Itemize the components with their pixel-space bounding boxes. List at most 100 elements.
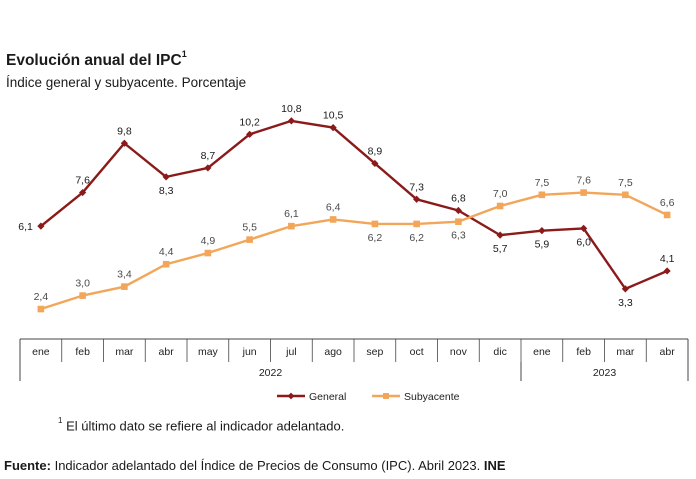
data-label: 7,3 bbox=[409, 181, 424, 193]
series-line-subyacente bbox=[40, 191, 668, 311]
x-tick-label: ene bbox=[32, 346, 50, 358]
legend-marker bbox=[287, 392, 295, 400]
data-label: 7,0 bbox=[493, 188, 508, 200]
x-tick-label: feb bbox=[576, 346, 591, 358]
chart-title-text: Evolución anual del IPC bbox=[6, 52, 182, 70]
data-label: 4,1 bbox=[660, 253, 675, 265]
x-tick-label: feb bbox=[75, 346, 90, 358]
data-label: 6,3 bbox=[451, 230, 466, 242]
chart-subtitle: Índice general y subyacente. Porcentaje bbox=[6, 75, 247, 90]
data-label: 4,9 bbox=[201, 235, 216, 247]
data-point-subyacente bbox=[246, 236, 253, 243]
data-point-subyacente bbox=[37, 305, 45, 313]
footnote: 1 El último dato se refiere al indicador… bbox=[58, 416, 345, 434]
legend-label-subyacente: Subyacente bbox=[404, 391, 460, 403]
data-label: 5,7 bbox=[493, 243, 508, 255]
data-label: 6,2 bbox=[409, 232, 424, 244]
data-point-subyacente bbox=[288, 222, 295, 230]
x-tick-label: abr bbox=[660, 346, 676, 358]
data-point-general bbox=[204, 164, 212, 172]
x-tick-label: dic bbox=[493, 346, 506, 358]
data-label: 5,5 bbox=[242, 222, 257, 234]
data-label: 10,5 bbox=[323, 110, 344, 122]
x-tick-label: ago bbox=[324, 346, 342, 358]
data-point-general bbox=[413, 195, 421, 203]
data-label: 9,8 bbox=[117, 125, 132, 137]
chart-title: Evolución anual del IPC1 bbox=[6, 49, 187, 70]
data-label: 2,4 bbox=[34, 291, 49, 303]
data-point-subyacente bbox=[204, 249, 212, 257]
data-point-subyacente bbox=[162, 260, 170, 268]
x-tick-label: jun bbox=[242, 346, 257, 358]
data-label: 6,4 bbox=[326, 201, 341, 213]
plot-area: 6,1 7,6 9,8 8,3 8,7 10,2 10,8 10,5 8,9 7,3 6,8 5,7 5… bbox=[18, 103, 675, 313]
data-label: 10,8 bbox=[281, 103, 302, 115]
legend-label-general: General bbox=[309, 391, 346, 403]
x-tick-label: oct bbox=[410, 346, 424, 358]
x-tick-label: may bbox=[198, 346, 219, 358]
data-label: 4,4 bbox=[159, 246, 174, 258]
data-point-general bbox=[37, 222, 45, 230]
source-line: Fuente: Indicador adelantado del Índice … bbox=[4, 458, 506, 473]
footnote-text: El último dato se refiere al indicador a… bbox=[66, 418, 345, 434]
data-point-general bbox=[287, 117, 295, 125]
data-point-subyacente bbox=[538, 191, 546, 199]
data-point-subyacente bbox=[455, 218, 462, 225]
data-point-general bbox=[621, 285, 629, 293]
data-label: 6,8 bbox=[451, 192, 466, 204]
legend-marker bbox=[383, 393, 389, 399]
data-label: 3,3 bbox=[618, 297, 633, 309]
data-label: 7,5 bbox=[618, 177, 633, 189]
data-point-general bbox=[79, 188, 87, 197]
source-label: Fuente: bbox=[4, 458, 51, 473]
data-label: 6,1 bbox=[284, 208, 299, 220]
x-tick-label: mar bbox=[616, 346, 635, 358]
x-tick-label: abr bbox=[159, 346, 175, 358]
x-tick-label: sep bbox=[366, 346, 383, 358]
data-point-general bbox=[580, 224, 588, 232]
data-label: 7,5 bbox=[535, 177, 550, 189]
data-label: 3,0 bbox=[75, 278, 90, 290]
source-org: INE bbox=[483, 458, 506, 473]
data-label: 6,2 bbox=[368, 232, 383, 244]
series-line-general bbox=[40, 119, 668, 291]
year-label: 2022 bbox=[259, 367, 283, 379]
x-tick-label: ene bbox=[533, 346, 551, 358]
data-point-general bbox=[329, 124, 337, 132]
data-point-subyacente bbox=[329, 216, 337, 223]
data-label: 7,6 bbox=[576, 175, 591, 187]
data-point-general bbox=[120, 139, 128, 147]
data-point-subyacente bbox=[663, 211, 671, 219]
year-label: 2023 bbox=[593, 367, 617, 379]
x-tick-label: jul bbox=[285, 346, 297, 358]
data-label: 6,0 bbox=[576, 236, 591, 248]
x-axis: ene feb mar abr may jun jul ago sep oct nov dic ene f… bbox=[19, 338, 689, 381]
data-label: 10,2 bbox=[239, 116, 260, 128]
x-tick-label: nov bbox=[450, 346, 468, 358]
data-point-general bbox=[454, 206, 462, 215]
data-point-general bbox=[538, 227, 546, 235]
data-point-general bbox=[246, 130, 254, 138]
data-point-general bbox=[663, 267, 671, 275]
data-label: 7,6 bbox=[75, 175, 90, 187]
data-point-subyacente bbox=[121, 283, 128, 290]
data-label: 6,1 bbox=[18, 221, 33, 233]
x-tick-label: mar bbox=[115, 346, 134, 358]
data-point-subyacente bbox=[622, 191, 629, 199]
data-point-general bbox=[371, 159, 379, 168]
data-label: 3,4 bbox=[117, 269, 132, 281]
chart-title-sup: 1 bbox=[181, 49, 187, 59]
data-point-subyacente bbox=[496, 202, 504, 210]
data-label: 8,3 bbox=[159, 185, 174, 197]
data-label: 6,6 bbox=[660, 197, 675, 209]
data-label: 8,7 bbox=[201, 150, 216, 162]
footnote-sup: 1 bbox=[58, 416, 63, 425]
source-text: Indicador adelantado del Índice de Preci… bbox=[54, 458, 481, 473]
data-label: 5,9 bbox=[535, 239, 550, 251]
data-point-general bbox=[496, 231, 504, 239]
data-point-subyacente bbox=[413, 220, 420, 228]
data-point-subyacente bbox=[79, 292, 86, 299]
data-point-subyacente bbox=[371, 220, 379, 228]
data-label: 8,9 bbox=[368, 145, 383, 157]
